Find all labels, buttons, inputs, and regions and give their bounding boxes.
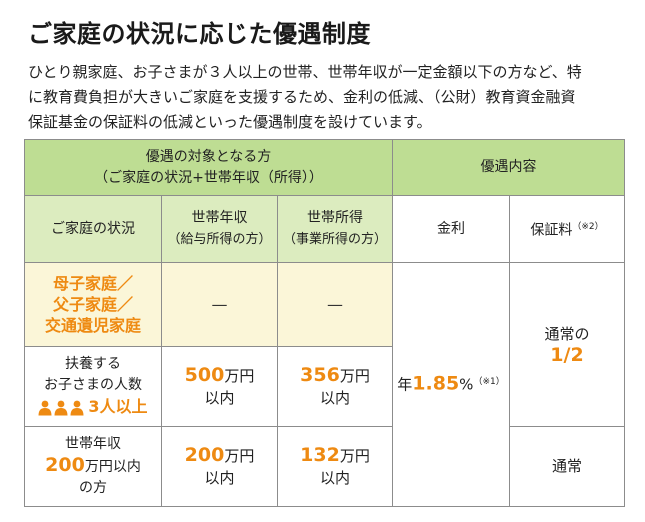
three-children-earnings-suffix: 以内	[319, 388, 350, 407]
single-parent-line: 母子家庭／	[52, 274, 133, 293]
single-parent-line: 父子家庭／	[52, 295, 133, 314]
three-children-income-unit: 万円	[224, 366, 255, 385]
subheader-earnings-label: 世帯所得	[307, 210, 363, 226]
subheader-income-label: 世帯年収	[191, 210, 248, 226]
low-income-income-unit: 万円	[224, 446, 255, 465]
three-children-income-suffix: 以内	[204, 388, 235, 407]
row-three-children-earnings: 356万円 以内	[277, 346, 393, 427]
low-income-earnings-suffix: 以内	[319, 468, 350, 487]
rate-prefix: 年	[397, 375, 413, 394]
page-title: ご家庭の状況に応じた優遇制度	[28, 20, 371, 48]
three-children-highlight: 3人以上	[88, 397, 148, 416]
low-income-line2-num: 200	[45, 454, 85, 476]
rate-unit: %	[459, 375, 474, 394]
row-single-parent-earnings: —	[277, 262, 393, 347]
subheader-fee-label: 保証料	[530, 222, 573, 239]
subheader-earnings-note: （事業所得の方）	[282, 232, 387, 247]
rate-note: （※1）	[473, 377, 505, 388]
three-children-earnings-unit: 万円	[339, 366, 370, 385]
three-children-line2: お子さまの人数	[44, 377, 142, 393]
low-income-income-num: 200	[184, 443, 225, 466]
rate-value: 1.85	[412, 372, 460, 395]
row-single-parent-income: —	[161, 262, 278, 347]
low-income-earnings-unit: 万円	[339, 446, 370, 465]
row-three-children-income: 500万円 以内	[161, 346, 278, 427]
fee-reduced-line1: 通常の	[544, 324, 590, 343]
description-line: ひとり親家庭、お子さまが３人以上の世帯、世帯年収が一定金額以下の方など、特	[28, 63, 582, 81]
benefit-table: 優遇の対象となる方 （ご家庭の状況+世帯年収（所得）） 優遇内容 ご家庭の状況 …	[24, 139, 625, 507]
fee-normal-cell: 通常	[509, 426, 625, 507]
three-children-highlight-row: 3人以上	[25, 396, 161, 419]
fee-reduced-value: 1/2	[550, 343, 584, 366]
header-benefit: 優遇内容	[392, 139, 625, 196]
three-children-income-num: 500	[184, 363, 225, 386]
single-parent-line: 交通遺児家庭	[44, 316, 141, 335]
rate-cell: 年1.85%（※1）	[392, 262, 510, 507]
low-income-income-suffix: 以内	[204, 468, 235, 487]
subheader-earnings: 世帯所得 （事業所得の方）	[277, 195, 393, 263]
subheader-rate: 金利	[392, 195, 510, 263]
subheader-fee-note: （※2）	[572, 221, 604, 232]
low-income-line1: 世帯年収	[65, 436, 121, 452]
header-target-line2: （ご家庭の状況+世帯年収（所得））	[94, 169, 323, 186]
description-line: に教育費負担が大きいご家庭を支援するため、金利の低減、（公財）教育資金融資	[28, 88, 576, 106]
three-children-line1: 扶養する	[65, 356, 121, 372]
header-target: 優遇の対象となる方 （ご家庭の状況+世帯年収（所得））	[24, 139, 393, 196]
header-target-line1: 優遇の対象となる方	[145, 148, 272, 165]
low-income-line3: の方	[79, 480, 107, 496]
subheader-situation: ご家庭の状況	[24, 195, 162, 263]
row-low-income-situation: 世帯年収 200万円以内 の方	[24, 426, 162, 507]
description: ひとり親家庭、お子さまが３人以上の世帯、世帯年収が一定金額以下の方など、特 に教…	[28, 60, 628, 135]
description-line: 保証基金の保証料の低減といった優遇制度を設けています。	[28, 113, 432, 131]
fee-reduced-cell: 通常の 1/2	[509, 262, 625, 427]
row-low-income-income: 200万円 以内	[161, 426, 278, 507]
row-three-children-situation: 扶養する お子さまの人数 3人以上	[24, 346, 162, 427]
row-single-parent-situation: 母子家庭／ 父子家庭／ 交通遺児家庭	[24, 262, 162, 347]
three-children-earnings-num: 356	[300, 363, 340, 386]
low-income-earnings-num: 132	[300, 443, 340, 466]
subheader-income: 世帯年収 （給与所得の方）	[161, 195, 278, 263]
low-income-line2-unit: 万円以内	[84, 459, 141, 475]
people-icon	[38, 400, 84, 416]
subheader-income-note: （給与所得の方）	[167, 232, 272, 247]
row-low-income-earnings: 132万円 以内	[277, 426, 393, 507]
subheader-fee: 保証料（※2）	[509, 195, 625, 263]
